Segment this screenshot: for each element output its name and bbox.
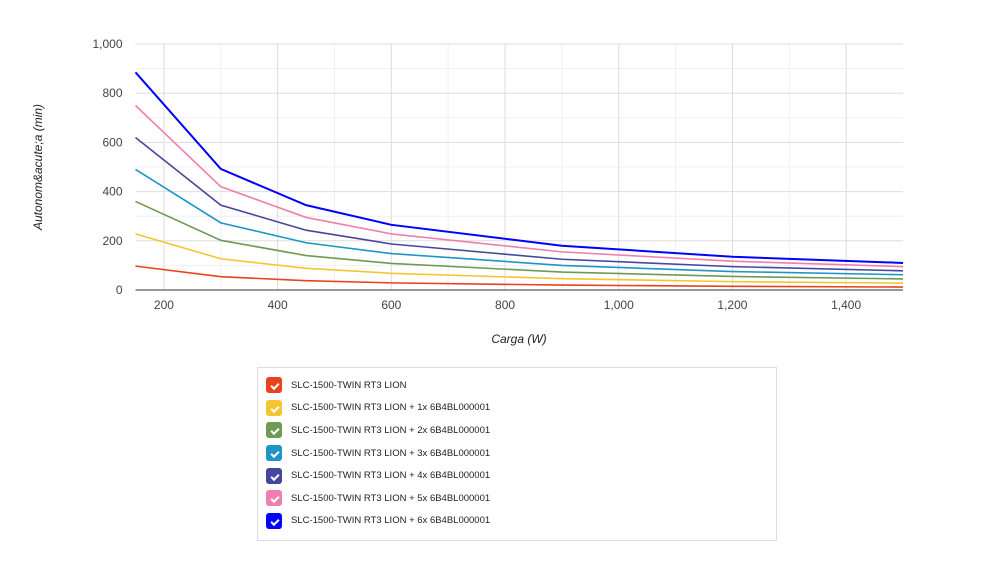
checkbox-checked-icon[interactable] <box>266 467 282 484</box>
tick-labels: 200 400 600 800 1,000 1,200 1,400 0 200 400 600 800… <box>92 37 861 312</box>
checkbox-checked-icon[interactable] <box>266 377 282 394</box>
grid <box>135 43 903 291</box>
legend-label: SLC-1500-TWIN RT3 LION + 1x 6B4BL000001 <box>291 402 491 414</box>
series-lines <box>134 71 904 288</box>
checkbox-checked-icon[interactable] <box>266 512 282 529</box>
y-tick-label: 800 <box>102 86 122 100</box>
legend: SLC-1500-TWIN RT3 LION SLC-1500-TWIN RT3 … <box>257 367 777 541</box>
legend-label: SLC-1500-TWIN RT3 LION <box>291 379 407 391</box>
y-tick-label: 1,000 <box>92 37 122 51</box>
legend-label: SLC-1500-TWIN RT3 LION + 5x 6B4BL000001 <box>291 492 491 504</box>
y-tick-label: 600 <box>102 135 122 149</box>
x-tick-label: 1,400 <box>831 298 861 312</box>
y-tick-label: 200 <box>102 234 122 248</box>
legend-item[interactable]: SLC-1500-TWIN RT3 LION + 1x 6B4BL000001 <box>266 397 776 420</box>
legend-item[interactable]: SLC-1500-TWIN RT3 LION + 3x 6B4BL000001 <box>266 442 776 465</box>
series-line-3 <box>135 168 904 276</box>
x-tick-label: 800 <box>495 298 515 312</box>
series-line-2 <box>135 200 904 280</box>
series-line-0 <box>135 265 904 288</box>
checkbox-checked-icon[interactable] <box>266 445 282 462</box>
x-tick-label: 600 <box>381 298 401 312</box>
checkbox-checked-icon[interactable] <box>266 422 282 439</box>
y-tick-label: 400 <box>102 185 122 199</box>
checkbox-checked-icon[interactable] <box>266 490 282 507</box>
legend-item[interactable]: SLC-1500-TWIN RT3 LION + 4x 6B4BL000001 <box>266 464 776 487</box>
legend-label: SLC-1500-TWIN RT3 LION + 2x 6B4BL000001 <box>291 424 491 436</box>
x-tick-label: 1,000 <box>604 298 634 312</box>
x-axis-title: Carga (W) <box>491 332 546 346</box>
y-axis-title: Autonom&acute;a (min) <box>31 104 45 231</box>
x-tick-label: 400 <box>268 298 288 312</box>
line-chart: 200 400 600 800 1,000 1,200 1,400 0 200 400 600 800… <box>31 37 904 346</box>
series-line-6 <box>134 71 904 264</box>
legend-item[interactable]: SLC-1500-TWIN RT3 LION + 2x 6B4BL000001 <box>266 419 776 442</box>
x-tick-label: 1,200 <box>717 298 747 312</box>
checkbox-checked-icon[interactable] <box>266 399 282 416</box>
legend-item[interactable]: SLC-1500-TWIN RT3 LION + 6x 6B4BL000001 <box>266 510 776 533</box>
legend-item[interactable]: SLC-1500-TWIN RT3 LION + 5x 6B4BL000001 <box>266 487 776 510</box>
legend-item[interactable]: SLC-1500-TWIN RT3 LION <box>266 374 776 397</box>
legend-label: SLC-1500-TWIN RT3 LION + 3x 6B4BL000001 <box>291 447 491 459</box>
y-tick-label: 0 <box>116 283 123 297</box>
series-line-4 <box>135 136 904 272</box>
series-line-1 <box>135 233 904 284</box>
series-line-5 <box>134 104 904 268</box>
x-tick-label: 200 <box>154 298 174 312</box>
legend-label: SLC-1500-TWIN RT3 LION + 4x 6B4BL000001 <box>291 470 491 482</box>
legend-label: SLC-1500-TWIN RT3 LION + 6x 6B4BL000001 <box>291 515 491 527</box>
